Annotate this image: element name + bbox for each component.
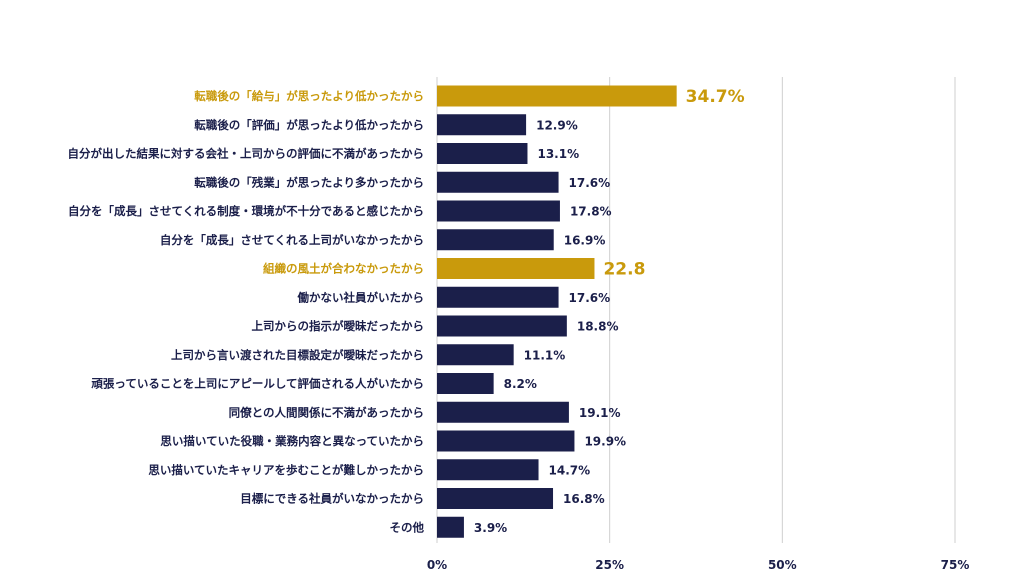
value-label: 17.6% <box>569 291 611 305</box>
category-label: 上司から言い渡された目標設定が曖昧だったから <box>171 348 424 362</box>
category-label: 転職後の「給与」が思ったより低かったから <box>194 89 424 103</box>
value-label: 13.1% <box>537 147 579 161</box>
value-label: 22.8 <box>603 260 645 280</box>
bar <box>437 143 528 164</box>
x-tick-label: 0% <box>427 558 447 572</box>
value-label: 16.8% <box>563 492 605 506</box>
bar <box>437 401 569 423</box>
bar <box>437 258 595 279</box>
value-label: 14.7% <box>549 463 591 477</box>
category-label: 転職後の「評価」が思ったより低かったから <box>194 118 424 132</box>
category-label: 自分が出した結果に対する会社・上司からの評価に不満があったから <box>68 147 425 161</box>
category-label: 目標にできる社員がいなかったから <box>240 492 424 506</box>
bar <box>437 286 559 308</box>
bar <box>437 200 560 222</box>
value-label: 18.8% <box>577 320 619 334</box>
bar <box>437 516 464 538</box>
category-label: 自分を「成長」させてくれる上司がいなかったから <box>160 233 424 247</box>
bar <box>437 459 539 481</box>
bar <box>437 171 559 193</box>
value-label: 12.9% <box>536 118 578 132</box>
value-label: 16.9% <box>564 233 606 247</box>
bar <box>437 229 554 251</box>
bar <box>437 373 494 394</box>
x-tick-label: 50% <box>768 558 797 572</box>
bar <box>437 114 527 136</box>
bar <box>437 430 575 452</box>
bar <box>437 315 567 337</box>
category-label: 頑張っていることを上司にアピールして評価される人がいたから <box>90 377 424 391</box>
value-label: 8.2% <box>504 377 537 391</box>
value-label: 17.8% <box>570 205 612 219</box>
category-label: 思い描いていたキャリアを歩むことが難しかったから <box>148 463 424 477</box>
bar <box>437 488 554 509</box>
category-label: 働かない社員がいたから <box>297 290 425 304</box>
x-tick-label: 75% <box>941 558 970 572</box>
category-label: 自分を「成長」させてくれる制度・環境が不十分であると感じたから <box>68 204 424 218</box>
value-label: 34.7% <box>686 87 745 107</box>
category-label: 上司からの指示が曖昧だったから <box>252 319 425 333</box>
category-label: その他 <box>390 520 425 534</box>
bar <box>437 344 514 366</box>
category-label: 同僚との人間関係に不満があったから <box>229 405 424 419</box>
bar <box>437 85 677 107</box>
value-label: 3.9% <box>474 521 507 535</box>
category-label: 思い描いていた役職・業務内容と異なっていたから <box>160 434 424 448</box>
category-label: 転職後の「残業」が思ったより多かったから <box>194 175 424 189</box>
x-tick-label: 25% <box>595 558 624 572</box>
category-label: 組織の風土が合わなかったから <box>263 262 424 276</box>
value-label: 19.1% <box>579 406 621 420</box>
value-label: 17.6% <box>569 176 611 190</box>
value-label: 11.1% <box>524 348 566 362</box>
value-label: 19.9% <box>584 435 626 449</box>
